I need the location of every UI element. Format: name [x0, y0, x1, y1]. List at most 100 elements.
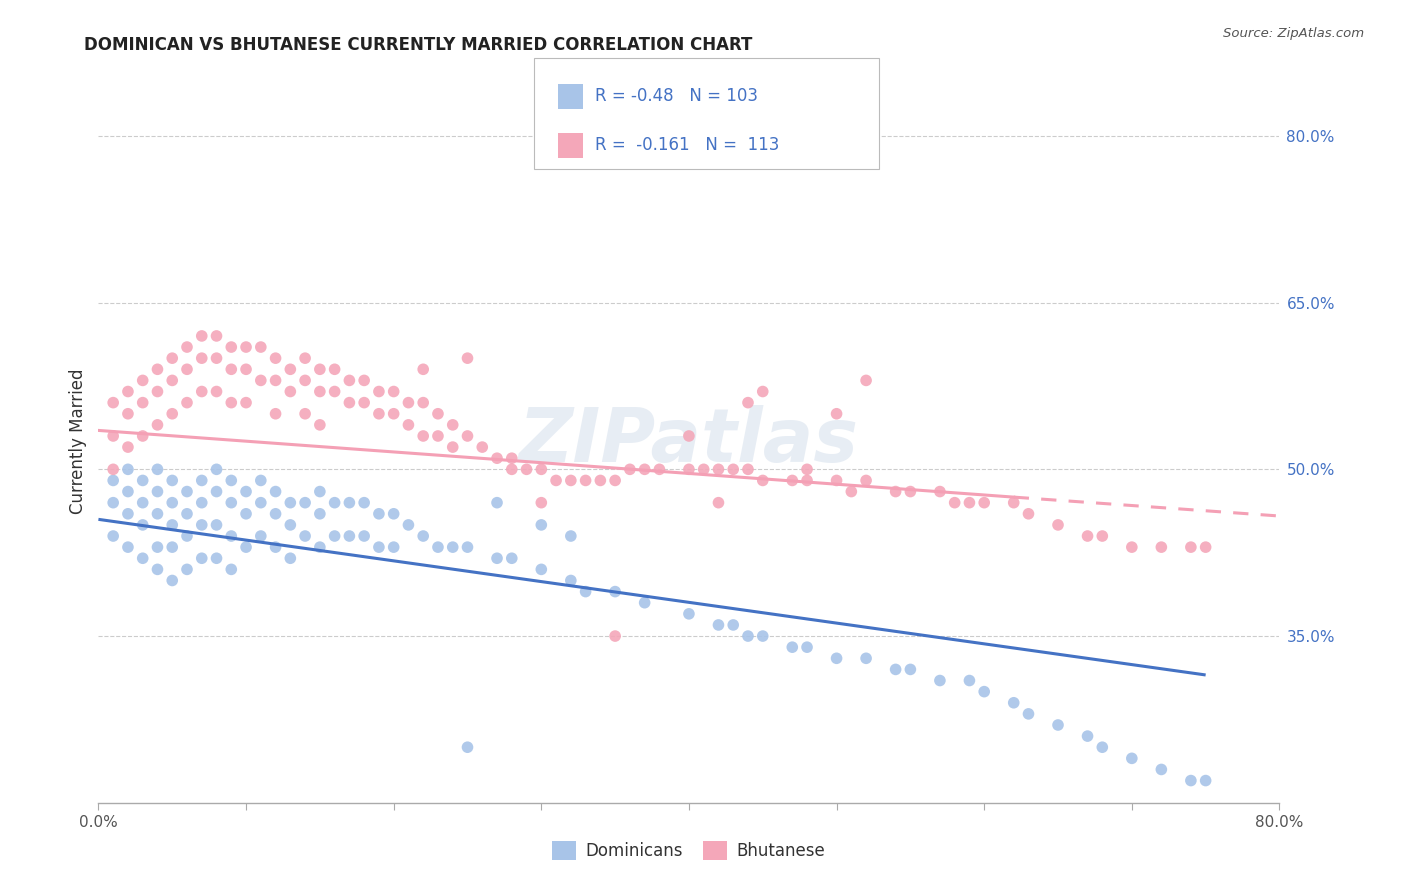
Point — [221, 496, 243, 510]
Point — [146, 562, 169, 576]
Point — [737, 462, 759, 476]
Point — [132, 429, 155, 443]
Point — [398, 395, 420, 409]
Point — [235, 340, 257, 354]
Point — [884, 662, 907, 676]
Point — [398, 417, 420, 432]
Point — [841, 484, 863, 499]
Point — [1077, 729, 1099, 743]
Point — [1195, 773, 1218, 788]
Point — [264, 540, 287, 554]
Point — [294, 373, 316, 387]
Point — [825, 651, 848, 665]
Point — [441, 417, 464, 432]
Point — [1150, 763, 1173, 777]
Point — [309, 507, 332, 521]
Text: Source: ZipAtlas.com: Source: ZipAtlas.com — [1223, 27, 1364, 40]
Point — [752, 474, 775, 488]
Point — [412, 362, 434, 376]
Point — [353, 529, 375, 543]
Point — [309, 484, 332, 499]
Point — [1002, 496, 1025, 510]
Point — [1046, 517, 1070, 532]
Point — [973, 684, 995, 698]
Point — [103, 429, 125, 443]
Point — [103, 474, 125, 488]
Point — [368, 540, 391, 554]
Point — [368, 384, 391, 399]
Point — [205, 484, 228, 499]
Point — [235, 362, 257, 376]
Point — [117, 462, 139, 476]
Point — [707, 618, 730, 632]
Point — [427, 429, 450, 443]
Point — [1046, 718, 1070, 732]
Point — [323, 362, 346, 376]
Point — [294, 496, 316, 510]
Point — [280, 517, 302, 532]
Y-axis label: Currently Married: Currently Married — [69, 368, 87, 515]
Point — [103, 462, 125, 476]
Point — [250, 529, 273, 543]
Point — [530, 462, 553, 476]
Point — [796, 640, 818, 655]
Point — [191, 517, 214, 532]
Point — [235, 484, 257, 499]
Text: DOMINICAN VS BHUTANESE CURRENTLY MARRIED CORRELATION CHART: DOMINICAN VS BHUTANESE CURRENTLY MARRIED… — [84, 36, 752, 54]
Point — [117, 384, 139, 399]
Point — [973, 496, 995, 510]
Point — [693, 462, 716, 476]
Point — [191, 474, 214, 488]
Point — [398, 517, 420, 532]
Point — [1018, 706, 1040, 721]
Point — [457, 540, 479, 554]
Point — [162, 574, 183, 588]
Point — [146, 417, 169, 432]
Point — [943, 496, 966, 510]
Point — [250, 474, 273, 488]
Point — [309, 384, 332, 399]
Point — [162, 540, 183, 554]
Point — [132, 517, 155, 532]
Point — [146, 462, 169, 476]
Point — [575, 474, 598, 488]
Point — [280, 362, 302, 376]
Point — [103, 395, 125, 409]
Point — [162, 474, 183, 488]
Point — [176, 362, 198, 376]
Point — [205, 384, 228, 399]
Point — [250, 340, 273, 354]
Point — [782, 640, 804, 655]
Point — [221, 474, 243, 488]
Point — [737, 395, 759, 409]
Point — [205, 351, 228, 366]
Point — [176, 395, 198, 409]
Point — [205, 462, 228, 476]
Point — [294, 529, 316, 543]
Point — [162, 496, 183, 510]
Point — [457, 740, 479, 755]
Point — [264, 407, 287, 421]
Point — [605, 629, 627, 643]
Point — [221, 529, 243, 543]
Point — [132, 496, 155, 510]
Point — [323, 496, 346, 510]
Point — [235, 540, 257, 554]
Point — [1077, 529, 1099, 543]
Text: R =  -0.161   N =  113: R = -0.161 N = 113 — [595, 136, 779, 154]
Point — [486, 551, 509, 566]
Point — [501, 451, 523, 466]
Point — [146, 507, 169, 521]
Point — [368, 407, 391, 421]
Point — [486, 451, 509, 466]
Point — [132, 395, 155, 409]
Point — [1002, 696, 1025, 710]
Point — [959, 673, 981, 688]
Point — [103, 496, 125, 510]
Point — [1150, 540, 1173, 554]
Point — [103, 529, 125, 543]
Point — [280, 384, 302, 399]
Point — [796, 474, 818, 488]
Point — [605, 584, 627, 599]
Point — [1121, 540, 1143, 554]
